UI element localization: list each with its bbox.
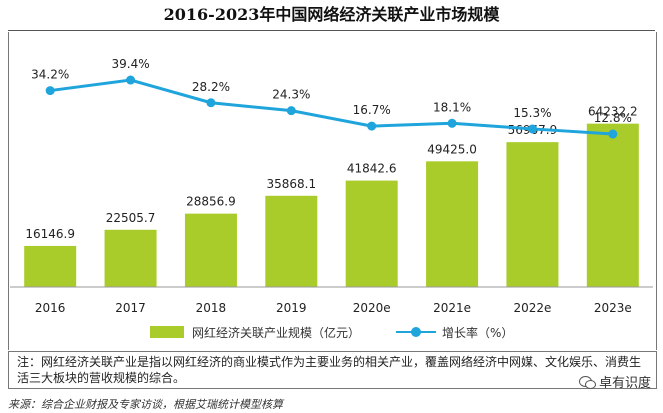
bar-value-label: 22505.7 [106, 211, 156, 225]
title-divider [8, 30, 655, 31]
growth-point-2017 [126, 75, 136, 85]
x-tick-label: 2020e [353, 301, 391, 315]
x-tick-label: 2018 [196, 301, 227, 315]
x-tick-label: 2021e [433, 301, 471, 315]
chart-title: 2016-2023年中国网络经济关联产业市场规模 [163, 5, 500, 24]
growth-point-2020e [367, 121, 377, 131]
growth-point-2019 [286, 106, 296, 116]
x-tick-label: 2022e [513, 301, 551, 315]
bar-2023e [586, 123, 639, 288]
bar-2016 [24, 245, 77, 287]
bar-2022e [506, 142, 559, 287]
legend-bar-label: 网红经济关联产业规模（亿元） [192, 325, 361, 340]
growth-value-label: 12.8% [594, 111, 632, 125]
growth-value-label: 18.1% [433, 100, 471, 114]
watermark: 卓有识度 [578, 372, 651, 391]
growth-point-2021e [447, 118, 457, 128]
bar-value-label: 64232.2 [588, 105, 638, 119]
growth-value-labels: 34.2% 39.4% 28.2% 24.3% 16.7% 18.1% 15.3% 12.8% [31, 57, 632, 125]
bar-value-label: 16146.9 [25, 227, 75, 241]
bar-value-label: 35868.1 [267, 177, 317, 191]
bar-2020e [345, 180, 398, 287]
bar-value-label: 41842.6 [347, 162, 397, 176]
chart-frame [8, 32, 657, 350]
growth-line [49, 78, 613, 136]
bar-series [24, 123, 639, 288]
bar-2021e [426, 161, 479, 287]
growth-point-2022e [527, 124, 537, 134]
growth-line-series [45, 75, 618, 139]
x-tick-label: 2017 [115, 301, 146, 315]
bar-2017 [104, 229, 157, 287]
chart-note: 注：网红经济关联产业是指以网红经济的商业模式作为主要业务的相关产业，覆盖网络经济… [8, 351, 657, 389]
x-tick-label: 2023e [594, 301, 632, 315]
bar-value-label: 49425.0 [427, 142, 477, 156]
legend-bar-swatch [150, 326, 184, 338]
legend-line-swatch [396, 326, 437, 338]
x-axis-ticks: 2016 2017 2018 2019 2020e 2021e 2022e 2023e [35, 301, 632, 315]
combo-chart: 16146.9 22505.7 28856.9 35868.1 41842.6 49425… [10, 57, 653, 315]
growth-value-label: 24.3% [272, 88, 310, 102]
bar-2018 [184, 213, 237, 287]
legend: 网红经济关联产业规模（亿元） 增长率（%） [150, 323, 513, 341]
growth-point-2018 [206, 98, 216, 108]
bar-2019 [265, 195, 318, 287]
source-text: 来源：综合企业财报及专家访谈，根据艾瑞统计模型核算 [8, 398, 283, 411]
x-tick-label: 2019 [276, 301, 307, 315]
growth-point-2016 [45, 86, 55, 96]
bar-value-label: 28856.9 [186, 195, 236, 209]
wechat-icon [578, 375, 596, 389]
x-tick-label: 2016 [35, 301, 66, 315]
growth-point-2023e [608, 129, 618, 139]
growth-value-label: 39.4% [112, 57, 150, 71]
growth-value-label: 16.7% [353, 103, 391, 117]
growth-value-label: 34.2% [31, 68, 69, 82]
watermark-text: 卓有识度 [598, 376, 651, 391]
growth-value-label: 28.2% [192, 80, 230, 94]
legend-line-label: 增长率（%） [442, 325, 514, 340]
growth-value-label: 15.3% [513, 106, 551, 120]
